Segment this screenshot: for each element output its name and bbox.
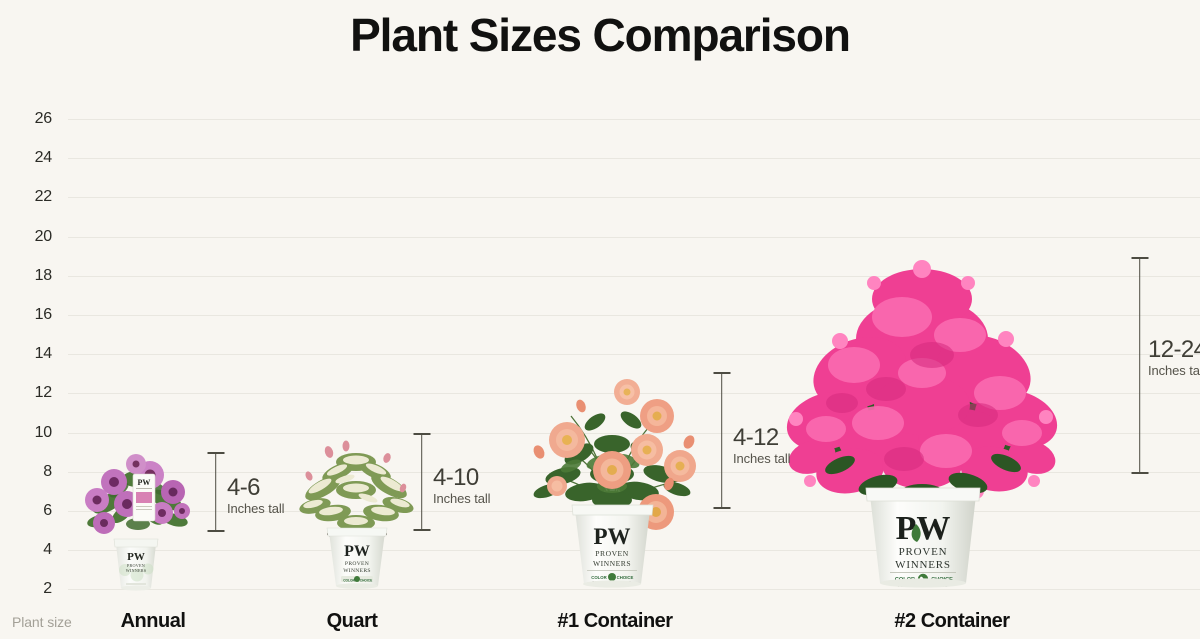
svg-text:CHOICE: CHOICE	[360, 578, 372, 582]
page-title: Plant Sizes Comparison	[350, 9, 851, 61]
x-axis-tick-container-2: #2 Container	[894, 610, 1010, 632]
y-axis-tick: 8	[43, 463, 52, 480]
measure-unit: Inches tall	[733, 451, 791, 466]
measure-stem	[420, 433, 423, 531]
x-axis-tick-annual: Annual	[120, 610, 186, 632]
measure-unit: Inches tall	[1148, 363, 1200, 378]
gridline	[68, 433, 1200, 434]
y-axis-tick: 2	[43, 580, 52, 597]
svg-text:PW: PW	[127, 551, 145, 563]
svg-text:PROVEN: PROVEN	[127, 563, 145, 568]
measure-label-container-2: 12-24 Inches tall	[1148, 337, 1200, 379]
gridline	[68, 315, 1200, 316]
plant-image-container-1: PW PROVEN WINNERS COLOR CHOICE FLOWERING…	[519, 358, 705, 593]
svg-text:COLOR: COLOR	[343, 578, 355, 582]
plant-image-container-2: PW PROVEN WINNERS COLOR CHOICE FLOWERING…	[782, 243, 1060, 593]
y-axis-tick: 18	[34, 267, 53, 284]
measure-range: 4-12	[733, 424, 779, 451]
svg-text:COLOR: COLOR	[591, 575, 607, 580]
svg-text:PW: PW	[138, 478, 151, 487]
measure-cap-bottom	[413, 529, 430, 531]
measure-label-annual: 4-6 Inches tall	[227, 474, 285, 517]
measure-range: 4-10	[433, 464, 479, 491]
y-axis-tick: 14	[34, 345, 53, 362]
gridline	[68, 276, 1200, 277]
y-axis-tick: 26	[34, 110, 53, 127]
measure-unit: Inches tall	[433, 491, 491, 506]
y-axis-tick: 16	[34, 306, 53, 323]
y-axis-tick: 20	[34, 228, 53, 245]
y-axis-tick: 4	[43, 541, 52, 558]
x-axis-tick-container-1: #1 Container	[557, 610, 673, 632]
svg-text:WINNERS: WINNERS	[895, 559, 951, 571]
svg-text:WINNERS: WINNERS	[593, 559, 631, 568]
measure-stem	[214, 452, 217, 532]
svg-text:PROVEN: PROVEN	[595, 549, 628, 558]
svg-text:PW: PW	[593, 524, 630, 549]
svg-text:PW: PW	[896, 510, 951, 547]
svg-text:PROVEN: PROVEN	[345, 561, 369, 567]
svg-text:PW: PW	[344, 543, 370, 560]
plant-image-quart: PW PROVEN WINNERS COLOR CHOICE	[293, 428, 421, 593]
measure-stem	[720, 372, 723, 509]
measure-cap-bottom	[713, 507, 730, 509]
gridline	[68, 119, 1200, 120]
measure-bar-quart	[413, 433, 430, 531]
measure-label-container-1: 4-12 Inches tall	[733, 424, 791, 467]
x-axis-label: Plant size	[12, 614, 72, 630]
measure-unit: Inches tall	[227, 501, 285, 516]
y-axis-tick: 12	[34, 384, 53, 401]
measure-bar-container-2	[1131, 257, 1148, 474]
gridline	[68, 237, 1200, 238]
gridline	[68, 472, 1200, 473]
measure-cap-bottom	[207, 530, 224, 532]
measure-label-quart: 4-10 Inches tall	[433, 464, 491, 507]
measure-bar-container-1	[713, 372, 730, 509]
y-axis-tick: 10	[34, 424, 53, 441]
plant-image-annual: PW PW PROVEN WINNERS	[78, 448, 196, 593]
gridline	[68, 354, 1200, 355]
svg-text:WINNERS: WINNERS	[343, 568, 371, 574]
measure-cap-bottom	[1131, 472, 1148, 474]
gridline	[68, 589, 1200, 590]
gridline	[68, 197, 1200, 198]
measure-stem	[1138, 257, 1141, 474]
y-axis-tick: 22	[34, 188, 53, 205]
svg-text:PROVEN: PROVEN	[899, 546, 948, 558]
y-axis-tick: 24	[34, 149, 53, 166]
gridline	[68, 158, 1200, 159]
x-axis-tick-quart: Quart	[326, 610, 378, 632]
svg-text:WINNERS: WINNERS	[126, 568, 147, 573]
measure-range: 12-24	[1148, 336, 1200, 363]
measure-range: 4-6	[227, 474, 260, 501]
measure-bar-annual	[207, 452, 224, 532]
svg-text:CHOICE: CHOICE	[617, 575, 634, 580]
y-axis-tick: 6	[43, 502, 52, 519]
